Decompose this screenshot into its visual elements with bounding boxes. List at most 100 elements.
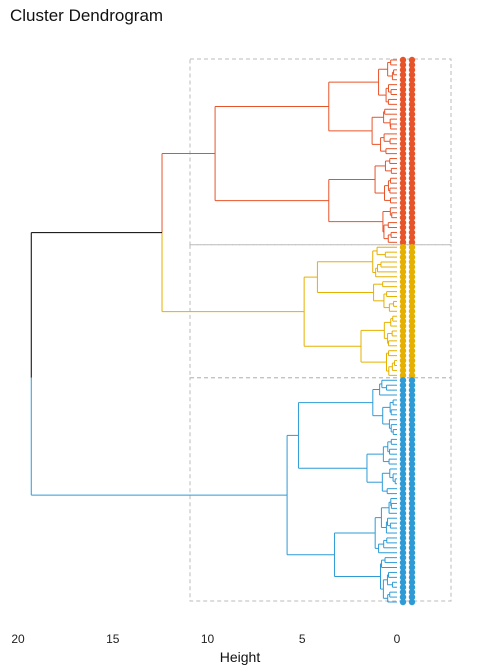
leaf-point [399, 446, 407, 453]
leaf-point [399, 308, 407, 315]
leaf-point [399, 455, 407, 463]
leaf-point [408, 475, 416, 483]
leaf-point [399, 529, 407, 537]
leaf-point [408, 549, 416, 556]
leaf-point [399, 101, 407, 108]
leaf-point [408, 283, 416, 290]
leaf-point [399, 111, 407, 118]
leaf-point [399, 209, 407, 216]
leaf-point [408, 224, 416, 231]
leaf-point [408, 510, 416, 517]
leaf-point [399, 76, 407, 83]
leaf-point [399, 96, 407, 103]
leaf-point [399, 293, 407, 300]
leaf-point [408, 219, 416, 226]
leaf-point [408, 160, 416, 167]
leaf-point [408, 460, 416, 468]
leaf-point [408, 278, 416, 285]
leaf-point [399, 450, 407, 458]
leaf-point [399, 219, 407, 226]
leaf-point [399, 115, 407, 123]
leaf-point [399, 372, 407, 379]
cluster-rect-3 [189, 377, 452, 602]
leaf-point [408, 495, 416, 502]
chart-title: Cluster Dendrogram [10, 6, 164, 25]
leaf-point [399, 588, 407, 596]
leaf-point [399, 431, 407, 438]
leaf-point [408, 574, 416, 581]
leaf-point [399, 515, 407, 522]
leaf-point [399, 401, 407, 409]
leaf-point [399, 524, 407, 532]
leaf-point [399, 303, 407, 310]
leaf-point [399, 584, 407, 591]
leaf-point [408, 441, 416, 448]
leaf-point [408, 406, 416, 414]
leaf-point [408, 96, 416, 103]
leaf-point [399, 386, 407, 394]
leaf-point [408, 253, 416, 261]
x-tick-label: 5 [299, 632, 306, 646]
leaf-point [399, 406, 407, 414]
leaf-point [408, 91, 416, 98]
leaf-point [399, 593, 407, 601]
leaf-point [399, 273, 407, 280]
x-tick-label: 15 [106, 632, 120, 646]
leaf-point [408, 244, 416, 251]
leaf-point [399, 239, 407, 246]
leaf-point [408, 579, 416, 586]
leaf-point [408, 539, 416, 547]
leaf-point [399, 179, 407, 187]
leaf-point [408, 111, 416, 118]
leaf-point [408, 524, 416, 532]
leaf-point [399, 460, 407, 468]
leaf-point [399, 263, 407, 271]
leaf-point [408, 229, 416, 236]
leaf-point [399, 569, 407, 576]
leaf-point [408, 416, 416, 423]
leaf-point [408, 308, 416, 315]
leaf-point [399, 510, 407, 517]
leaf-point [408, 337, 416, 345]
leaf-point [408, 490, 416, 497]
leaf-point [399, 470, 407, 478]
leaf-point [399, 411, 407, 418]
leaf-point [408, 189, 416, 197]
leaf-point [408, 544, 416, 551]
leaf-point [408, 465, 416, 473]
leaf-point [399, 130, 407, 138]
leaf-point [399, 135, 407, 143]
leaf-point [408, 367, 416, 374]
leaf-point [399, 189, 407, 197]
leaf-point [399, 313, 407, 320]
leaf-point [399, 391, 407, 399]
leaf-point [408, 130, 416, 138]
leaf-point [408, 382, 416, 389]
leaf-point [399, 539, 407, 547]
leaf-point [408, 209, 416, 216]
leaf-point [408, 135, 416, 143]
leaf-point [408, 199, 416, 207]
leaf-point [399, 91, 407, 98]
leaf-point [408, 362, 416, 369]
leaf-point [408, 500, 416, 507]
leaf-point [408, 411, 416, 418]
leaf-point [408, 214, 416, 221]
leaf-point [408, 273, 416, 280]
leaf-point [408, 401, 416, 409]
leaf-point [399, 396, 407, 404]
leaf-point [399, 519, 407, 527]
leaf-point [408, 598, 416, 606]
leaf-point [408, 184, 416, 192]
leaf-point [399, 184, 407, 192]
leaf-points [399, 56, 416, 606]
leaf-point [408, 155, 416, 162]
leaf-point [408, 248, 416, 256]
leaf-point [399, 347, 407, 354]
leaf-point [399, 170, 407, 177]
leaf-point [408, 165, 416, 172]
leaf-point [408, 559, 416, 566]
leaf-point [408, 377, 416, 384]
leaf-point [408, 505, 416, 512]
